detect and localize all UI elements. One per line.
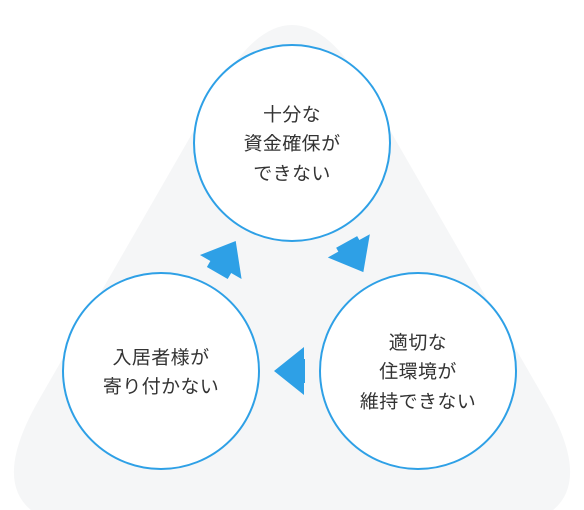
cycle-node-top: 十分な 資金確保が できない xyxy=(193,44,391,242)
cycle-diagram: 十分な 資金確保が できない適切な 住環境が 維持できない 入居者様が 寄り付かな… xyxy=(0,0,584,510)
cycle-node-left: 入居者様が 寄り付かない xyxy=(62,272,260,470)
cycle-node-label: 十分な 資金確保が できない xyxy=(244,99,341,187)
cycle-node-right: 適切な 住環境が 維持できない xyxy=(319,272,517,470)
cycle-node-label: 入居者様が 寄り付かない xyxy=(103,342,219,401)
cycle-node-label: 適切な 住環境が 維持できない xyxy=(360,327,476,415)
